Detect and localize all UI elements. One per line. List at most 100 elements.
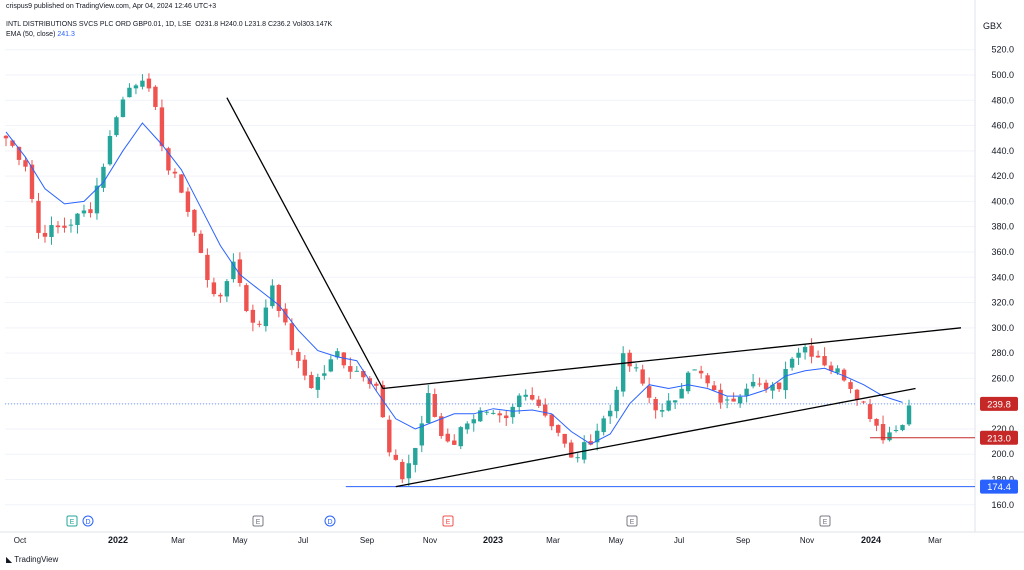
- candle-body: [620, 353, 626, 392]
- candle-body: [211, 282, 217, 295]
- candle-body: [296, 351, 301, 361]
- candle-body: [127, 87, 132, 98]
- candle-body: [530, 394, 535, 400]
- candle-body: [361, 370, 366, 378]
- x-tick-label: 2022: [108, 535, 128, 545]
- candle-body: [607, 410, 613, 417]
- earnings-marker-icon: [442, 515, 454, 527]
- candle-body: [523, 394, 528, 397]
- candle-body: [185, 191, 191, 212]
- x-tick-label: Mar: [171, 536, 185, 545]
- ema-label: EMA (50, close): [6, 31, 56, 38]
- candle-body: [874, 418, 879, 426]
- candle-body: [484, 411, 489, 413]
- x-tick-label: Mar: [928, 536, 942, 545]
- event-marker-label: E: [70, 519, 75, 526]
- candle-body: [653, 399, 658, 411]
- candle-body: [543, 404, 548, 416]
- candle-body: [880, 424, 886, 441]
- ema-value: 241.3: [57, 31, 75, 38]
- candle-body: [432, 394, 437, 417]
- candle-body: [439, 416, 444, 437]
- trendline: [382, 327, 962, 390]
- ohlc-values: O231.8 H240.0 L231.8 C236.2 Vol303.147K: [195, 21, 333, 28]
- candle-body: [718, 389, 723, 403]
- candle-body: [478, 410, 483, 422]
- candle-body: [426, 393, 431, 424]
- y-tick-label: 460.0: [991, 121, 1014, 131]
- y-tick-label: 280.0: [991, 348, 1014, 358]
- candle-body: [88, 209, 93, 214]
- candle-body: [140, 80, 145, 87]
- tradingview-logo-icon: ◣: [6, 555, 13, 564]
- y-tick-label: 480.0: [991, 95, 1014, 105]
- candle-body: [887, 432, 892, 441]
- price-label-recent-low: 213.0: [987, 433, 1011, 444]
- candle-body: [491, 412, 496, 414]
- price-label-last-price: 239.8: [987, 399, 1011, 410]
- ema-legend[interactable]: EMA (50, close) 241.3: [6, 31, 75, 38]
- candle-body: [796, 352, 801, 358]
- x-tick-label: Mar: [546, 536, 560, 545]
- y-tick-label: 440.0: [991, 146, 1014, 156]
- symbol-line: INTL DISTRIBUTIONS SVCS PLC ORD GBP0.01,…: [6, 21, 332, 28]
- y-tick-label: 320.0: [991, 298, 1014, 308]
- candle-body: [322, 373, 327, 376]
- candle-body: [724, 399, 730, 401]
- candle-body: [549, 414, 554, 427]
- candle-body: [107, 136, 113, 165]
- candle-body: [75, 213, 80, 225]
- candle-body: [413, 447, 418, 465]
- candle-body: [270, 285, 275, 307]
- candle-body: [192, 209, 197, 233]
- trendline: [395, 387, 916, 488]
- candle-body: [711, 385, 717, 391]
- candle-body: [770, 384, 775, 391]
- candle-body: [763, 382, 769, 390]
- candle-body: [588, 441, 593, 445]
- candle-body: [244, 285, 249, 311]
- candle-body: [166, 148, 171, 171]
- candle-body: [809, 345, 814, 357]
- candle-body: [854, 389, 860, 400]
- candle-body: [569, 442, 574, 458]
- x-tick-label: Nov: [800, 536, 814, 545]
- candle-body: [757, 383, 762, 385]
- candle-body: [601, 418, 606, 433]
- candle-body: [257, 323, 262, 325]
- candle-body: [68, 224, 74, 226]
- candle-body: [789, 358, 795, 368]
- candle-body: [465, 423, 470, 430]
- symbol-name: INTL DISTRIBUTIONS SVCS PLC ORD GBP0.01,…: [6, 21, 192, 28]
- candle-body: [705, 375, 710, 384]
- x-tick-label: Sep: [736, 536, 751, 545]
- candle-body: [328, 359, 334, 372]
- tradingview-logo[interactable]: ◣ TradingView: [6, 555, 58, 564]
- y-tick-label: 400.0: [991, 196, 1014, 206]
- ema-line: [5, 122, 903, 445]
- y-tick-label: 220.0: [991, 424, 1014, 434]
- candle-body: [36, 200, 41, 233]
- y-tick-label: 200.0: [991, 449, 1014, 459]
- x-tick-label: Sep: [360, 536, 375, 545]
- candle-body: [783, 368, 788, 391]
- candle-body: [42, 232, 48, 237]
- candle-body: [231, 261, 236, 280]
- candle-body: [335, 351, 340, 358]
- x-tick-label: Jul: [298, 536, 308, 545]
- y-tick-label: 500.0: [991, 70, 1014, 80]
- price-label-support: 174.4: [987, 482, 1011, 493]
- candle-body: [828, 365, 834, 371]
- candle-body: [737, 396, 743, 404]
- earnings-marker-icon: [626, 515, 638, 527]
- candle-body: [153, 86, 158, 107]
- x-tick-label: Nov: [423, 536, 437, 545]
- y-tick-label: 340.0: [991, 272, 1014, 282]
- candle-body: [29, 164, 35, 199]
- candle-body: [841, 369, 847, 381]
- candle-body: [633, 367, 639, 369]
- candle-body: [776, 382, 782, 390]
- dividend-marker-icon: [324, 515, 336, 527]
